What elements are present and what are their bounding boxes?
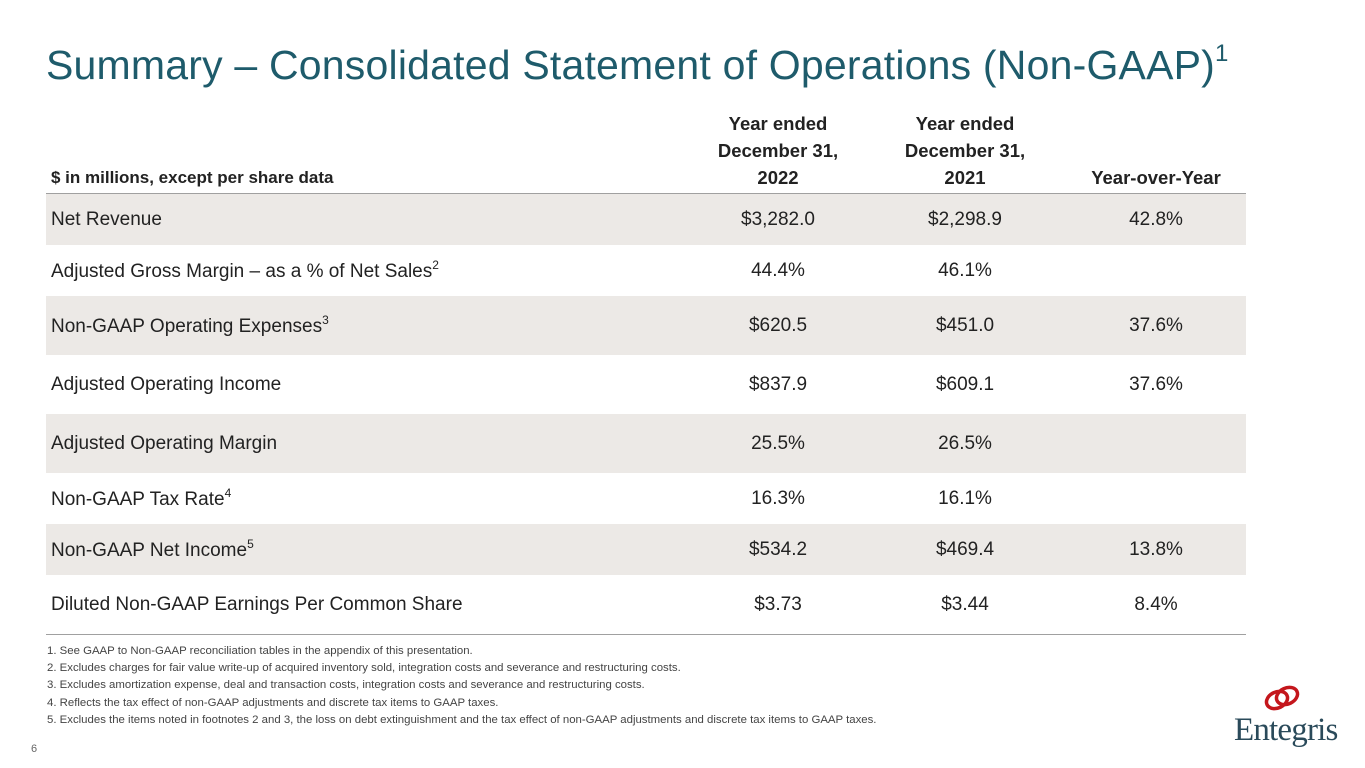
row-label: Non-GAAP Tax Rate4 [51, 486, 232, 510]
table-header: $ in millions, except per share data Yea… [46, 110, 1246, 194]
value-2021: $451.0 [935, 314, 995, 336]
value-yoy: 37.6% [1129, 314, 1183, 336]
header-year-2021: Year ended December 31, 2021 [904, 113, 1026, 188]
table-row: Adjusted Operating Margin 25.5% 26.5% [46, 414, 1246, 473]
value-yoy: 13.8% [1129, 538, 1183, 560]
entegris-logo-text: Entegris [1234, 712, 1338, 748]
footnote: 2. Excludes charges for fair value write… [47, 662, 681, 675]
row-label: Diluted Non-GAAP Earnings Per Common Sha… [51, 593, 463, 615]
row-label: Non-GAAP Operating Expenses3 [51, 313, 329, 337]
table-row: Non-GAAP Net Income5 $534.2 $469.4 13.8% [46, 524, 1246, 575]
value-2021: 46.1% [938, 259, 992, 281]
row-label: Adjusted Operating Margin [51, 432, 278, 454]
value-2021: 26.5% [938, 432, 992, 454]
value-2022: 16.3% [751, 487, 805, 509]
value-2021: 16.1% [938, 487, 992, 509]
table-row: Non-GAAP Operating Expenses3 $620.5 $451… [46, 296, 1246, 355]
header-units-label: $ in millions, except per share data [51, 168, 334, 187]
footnote: 5. Excludes the items noted in footnotes… [47, 713, 877, 726]
footnote: 3. Excludes amortization expense, deal a… [47, 679, 645, 692]
row-label: Net Revenue [51, 208, 162, 230]
footnote: 1. See GAAP to Non-GAAP reconciliation t… [47, 645, 473, 657]
value-2021: $609.1 [935, 373, 995, 395]
value-2021: $2,298.9 [928, 208, 1002, 230]
row-label: Non-GAAP Net Income5 [51, 537, 254, 561]
table-bottom-rule [46, 634, 1246, 635]
value-2022: 25.5% [751, 432, 805, 454]
operations-table: $ in millions, except per share data Yea… [46, 110, 1246, 635]
page-title: Summary – Consolidated Statement of Oper… [46, 40, 1229, 88]
table-row: Adjusted Gross Margin – as a % of Net Sa… [46, 245, 1246, 296]
value-2021: $3.44 [941, 593, 989, 615]
value-2022: $620.5 [748, 314, 808, 336]
value-yoy: 37.6% [1129, 373, 1183, 395]
value-yoy: 8.4% [1134, 593, 1178, 615]
header-year-over-year: Year-over-Year [1091, 167, 1221, 188]
value-2022: $3,282.0 [741, 208, 815, 230]
table-row: Net Revenue $3,282.0 $2,298.9 42.8% [46, 194, 1246, 245]
footnotes: 1. See GAAP to Non-GAAP reconciliation t… [47, 643, 876, 729]
table-row: Non-GAAP Tax Rate4 16.3% 16.1% [46, 473, 1246, 524]
header-year-2022: Year ended December 31, 2022 [717, 113, 839, 188]
value-2022: $3.73 [754, 593, 802, 615]
page-number: 6 [31, 743, 38, 755]
title-footnote-ref: 1 [1215, 40, 1229, 67]
row-label: Adjusted Operating Income [51, 373, 282, 395]
value-yoy: 42.8% [1129, 208, 1183, 230]
footnote: 4. Reflects the tax effect of non-GAAP a… [47, 696, 499, 709]
table-row: Adjusted Operating Income $837.9 $609.1 … [46, 355, 1246, 414]
value-2022: $837.9 [748, 373, 808, 395]
table-row: Diluted Non-GAAP Earnings Per Common Sha… [46, 575, 1246, 634]
entegris-logo-icon [1264, 685, 1300, 711]
value-2021: $469.4 [935, 538, 995, 560]
row-label: Adjusted Gross Margin – as a % of Net Sa… [51, 258, 439, 282]
value-2022: 44.4% [751, 259, 805, 281]
value-2022: $534.2 [748, 538, 808, 560]
